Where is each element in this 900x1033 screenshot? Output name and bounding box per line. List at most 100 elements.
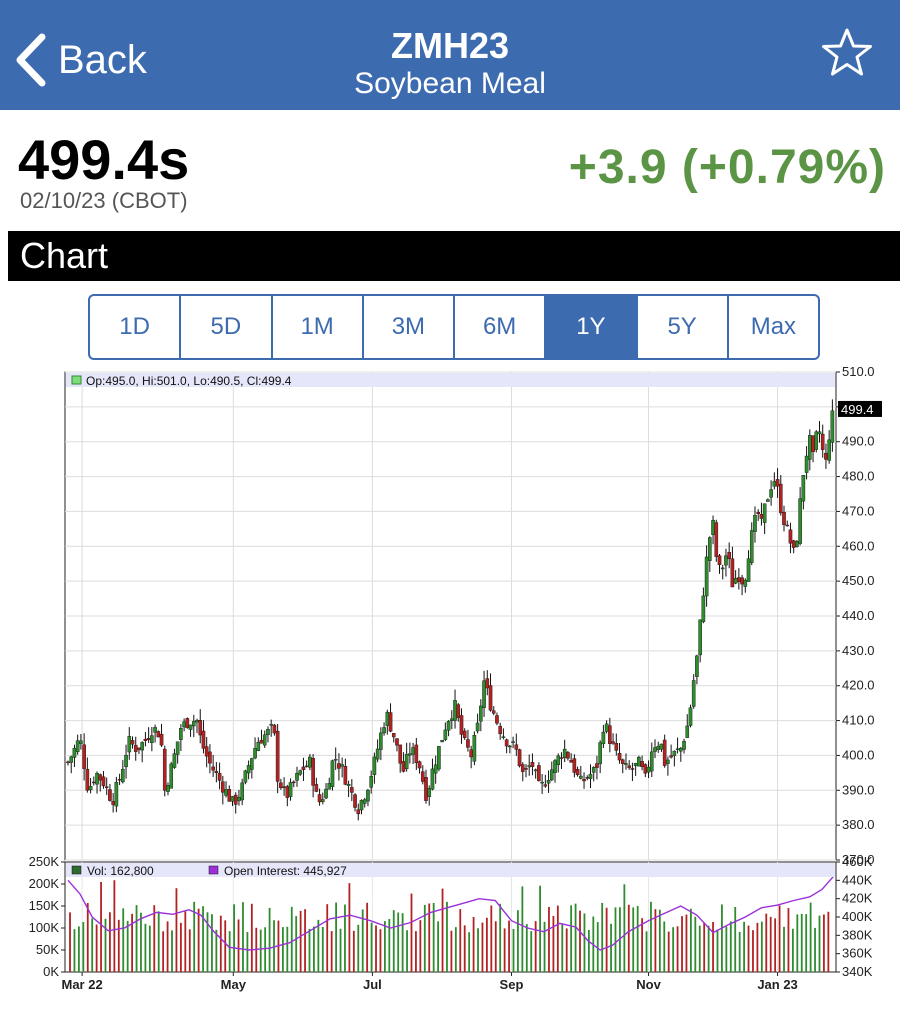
tab-5y[interactable]: 5Y xyxy=(638,296,729,358)
volume-bar xyxy=(419,920,422,972)
volume-bar xyxy=(153,905,156,972)
tab-1y[interactable]: 1Y xyxy=(546,296,638,358)
candle-body xyxy=(469,749,473,758)
candle-body xyxy=(227,789,232,802)
volume-bar xyxy=(610,923,612,972)
candle-body xyxy=(233,794,238,805)
volume-bar xyxy=(463,925,466,972)
candle-body xyxy=(462,730,467,738)
candle-body xyxy=(82,744,86,769)
volume-bar xyxy=(645,931,648,972)
candle-body xyxy=(553,760,557,773)
volume-bar xyxy=(242,902,244,972)
candle-body xyxy=(450,718,454,721)
candle-body xyxy=(266,728,270,735)
tab-5d[interactable]: 5D xyxy=(181,296,273,358)
price-tick-label: 440.0 xyxy=(842,608,875,623)
volume-bar xyxy=(131,913,134,972)
candle-body xyxy=(440,739,444,743)
volume-bar xyxy=(636,905,639,972)
volume-bar xyxy=(446,901,448,972)
candle-body xyxy=(459,715,464,735)
candle-body xyxy=(95,773,99,785)
volume-bar xyxy=(410,893,413,972)
price-tick-label: 510.0 xyxy=(842,364,875,379)
volume-bar xyxy=(725,926,728,972)
price-chart[interactable]: 510.0500.0490.0480.0470.0460.0450.0440.0… xyxy=(0,362,900,1033)
volume-bar xyxy=(233,904,236,972)
candle-body xyxy=(701,595,706,623)
candle-body xyxy=(688,707,693,726)
candle-body xyxy=(269,724,273,726)
candle-body xyxy=(121,768,125,783)
candle-body xyxy=(433,764,438,774)
candle-body xyxy=(130,740,135,745)
volume-bar xyxy=(525,924,528,972)
tab-1m[interactable]: 1M xyxy=(273,296,364,358)
volume-bar xyxy=(787,908,790,972)
favorite-star-icon[interactable] xyxy=(820,26,874,80)
tab-3m[interactable]: 3M xyxy=(364,296,455,358)
candle-body xyxy=(217,773,222,781)
volume-bar xyxy=(676,926,679,972)
volume-bar xyxy=(308,928,311,972)
volume-bar xyxy=(694,916,697,972)
volume-bar xyxy=(814,927,816,972)
candle-body xyxy=(788,529,793,544)
candle-body xyxy=(517,749,522,767)
candle-body xyxy=(272,724,277,734)
candle-body xyxy=(69,756,74,763)
volume-bar xyxy=(86,903,89,972)
candle-body xyxy=(759,514,764,519)
candle-body xyxy=(185,718,190,729)
candle-body xyxy=(520,764,525,772)
candle-body xyxy=(533,769,538,772)
volume-bar xyxy=(703,922,706,972)
candle-body xyxy=(466,739,470,748)
candle-body xyxy=(669,755,673,758)
volume-bar xyxy=(454,927,457,972)
tab-max[interactable]: Max xyxy=(750,313,797,340)
volume-bar xyxy=(574,903,577,972)
candle-body xyxy=(408,753,412,756)
volume-bar xyxy=(716,929,719,972)
volume-bar xyxy=(140,912,142,972)
candle-body xyxy=(237,796,241,802)
candle-body xyxy=(579,775,583,779)
price-tick-label: 430.0 xyxy=(842,643,875,658)
candle-body xyxy=(727,552,731,560)
candle-body xyxy=(775,479,780,487)
ohlc-label: Op:495.0, Hi:501.0, Lo:490.5, Cl:499.4 xyxy=(86,374,292,388)
volume-bar xyxy=(82,921,85,972)
volume-bar xyxy=(286,926,289,972)
volume-bar xyxy=(95,924,98,972)
volume-bar xyxy=(281,927,284,972)
volume-legend-swatch xyxy=(71,865,82,875)
candle-body xyxy=(782,512,786,525)
oi-label: Open Interest: 445,927 xyxy=(224,864,347,878)
candle-body xyxy=(756,512,761,514)
candle-body xyxy=(159,733,164,746)
candle-body xyxy=(291,781,296,784)
volume-bar xyxy=(237,919,240,972)
candle-body xyxy=(769,489,773,498)
volume-bar xyxy=(135,905,138,972)
candle-body xyxy=(717,555,722,565)
back-button[interactable]: Back xyxy=(14,30,147,90)
volume-bar xyxy=(490,905,493,972)
candle-body xyxy=(711,519,715,535)
candle-body xyxy=(537,765,541,782)
volume-bar xyxy=(747,925,750,972)
candle-body xyxy=(301,766,306,770)
volume-bar xyxy=(587,929,590,972)
volume-bar xyxy=(481,922,484,972)
tab-6m[interactable]: 6M xyxy=(455,296,547,358)
tab-1d[interactable]: 1D xyxy=(90,296,182,358)
candle-body xyxy=(666,759,670,764)
volume-bar xyxy=(228,931,231,972)
volume-tick-label: 150K xyxy=(29,898,60,913)
candle-body xyxy=(791,540,796,548)
price-tick-label: 480.0 xyxy=(842,469,875,484)
candle-body xyxy=(475,722,480,732)
candle-body xyxy=(662,739,667,766)
